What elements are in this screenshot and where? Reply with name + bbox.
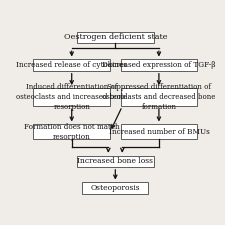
Text: Osteoporosis: Osteoporosis (90, 184, 140, 192)
FancyBboxPatch shape (33, 88, 110, 106)
Text: Formation does not match
resorption: Formation does not match resorption (24, 123, 119, 141)
Text: Decreased expression of TGF-β: Decreased expression of TGF-β (102, 61, 216, 69)
Text: Increased number of BMUs: Increased number of BMUs (108, 128, 209, 136)
FancyBboxPatch shape (77, 32, 154, 43)
Text: Induced differentiation of
osteoclasts and increased bone
resorption: Induced differentiation of osteoclasts a… (16, 83, 127, 111)
FancyBboxPatch shape (121, 88, 197, 106)
FancyBboxPatch shape (33, 124, 110, 139)
FancyBboxPatch shape (33, 59, 110, 71)
Text: Suppressed differentiation of
osteoblasts and decreased bone
formation: Suppressed differentiation of osteoblast… (102, 83, 216, 111)
FancyBboxPatch shape (82, 182, 148, 194)
Text: Oestrogen deficient state: Oestrogen deficient state (63, 33, 167, 41)
FancyBboxPatch shape (77, 156, 154, 167)
FancyBboxPatch shape (121, 59, 197, 71)
FancyBboxPatch shape (121, 124, 197, 139)
Text: Increased release of cytokines: Increased release of cytokines (16, 61, 127, 69)
Text: Increased bone loss: Increased bone loss (77, 157, 153, 165)
